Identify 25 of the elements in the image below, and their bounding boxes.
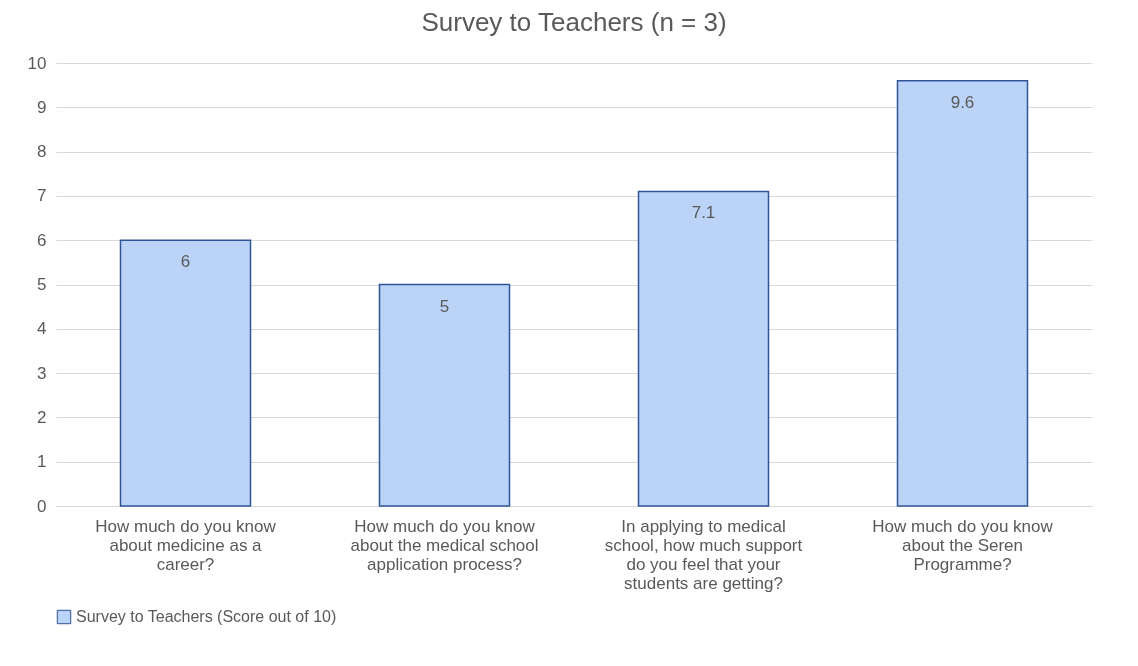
y-tick-label: 0 [37,496,47,516]
data-label: 9.6 [950,92,975,112]
y-tick-label: 7 [37,186,47,206]
data-label: 6 [180,252,191,272]
y-tick-label: 1 [37,452,47,472]
data-label: 7.1 [691,203,716,223]
x-tick-label: How much do you know about the Seren Programme? [872,516,1054,574]
bar [378,283,511,507]
bar [896,79,1029,507]
legend-label: Survey to Teachers (Score out of 10) [76,608,337,625]
y-tick-label: 4 [37,319,47,339]
y-tick-label: 2 [37,407,47,427]
y-tick-label: 3 [37,363,47,383]
x-tick-label: How much do you know about medicine as a career? [95,516,277,574]
y-tick-label: 8 [37,142,47,162]
y-tick-label: 6 [37,230,47,250]
y-tick-label: 9 [37,97,47,117]
x-tick-label: In applying to medical school, how much support do you feel that your students are getting? [604,516,803,593]
y-tick-label: 10 [27,53,47,73]
chart-title: Survey to Teachers (n = 3) [421,7,727,37]
bar [119,239,252,507]
y-tick-label: 5 [37,275,47,294]
x-tick-label: How much do you know about the medical school application process? [350,516,539,574]
bar [637,190,770,507]
data-label: 5 [439,296,450,316]
